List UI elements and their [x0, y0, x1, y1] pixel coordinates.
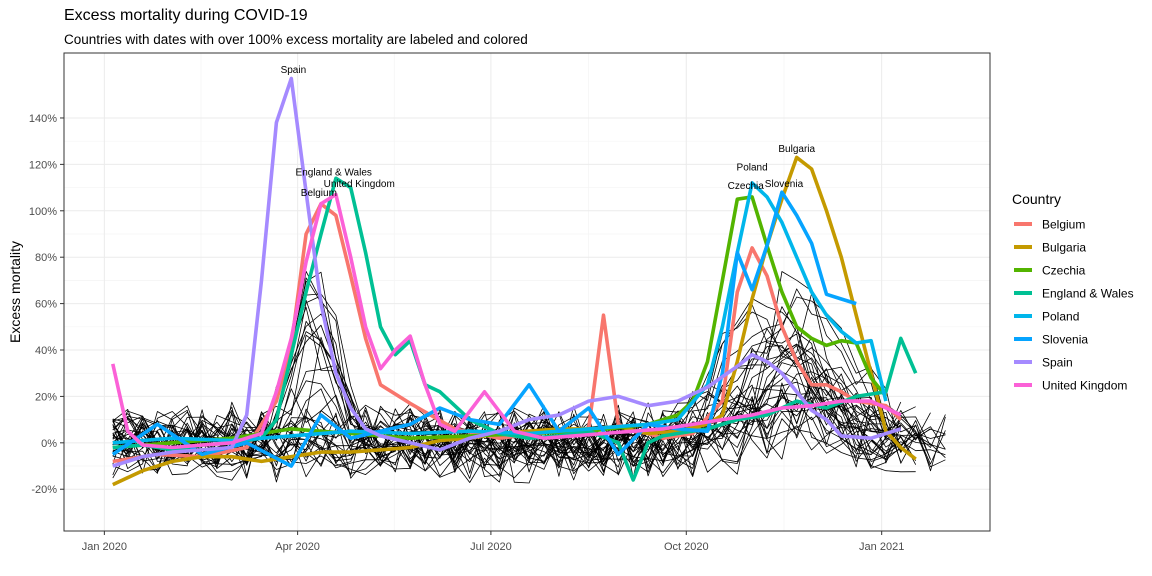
peak-label: Spain	[281, 65, 307, 76]
legend-label: Poland	[1042, 310, 1079, 324]
y-tick-label: -20%	[31, 484, 57, 496]
highlighted-series-lines	[111, 76, 918, 487]
y-tick-label: 100%	[29, 206, 57, 218]
y-tick-label: 0%	[41, 438, 57, 450]
x-tick-label: Jan 2021	[859, 541, 904, 553]
plot-border	[63, 52, 991, 532]
peak-label: United Kingdom	[324, 179, 395, 190]
y-tick-label: 20%	[35, 391, 57, 403]
legend-label: Bulgaria	[1042, 241, 1086, 255]
background-series-line	[112, 311, 917, 469]
y-tick-label: 140%	[29, 113, 57, 125]
series-line-belgium	[112, 202, 903, 464]
x-tick-label: Apr 2020	[275, 541, 320, 553]
legend-label: Slovenia	[1042, 333, 1088, 347]
series-line-united-kingdom	[111, 192, 902, 450]
y-tick-label: 80%	[35, 252, 57, 264]
series-line-czechia	[112, 195, 888, 450]
legend-label: England & Wales	[1042, 287, 1134, 301]
legend-label: Czechia	[1042, 264, 1086, 278]
background-series-line	[112, 384, 902, 478]
peak-label: Bulgaria	[778, 144, 815, 155]
background-series-line	[112, 334, 916, 477]
background-series-line	[112, 371, 946, 468]
x-tick-label: Jul 2020	[470, 541, 512, 553]
chart-subtitle: Countries with dates with over 100% exce…	[64, 32, 528, 47]
legend-label: United Kingdom	[1042, 379, 1127, 393]
x-tick-label: Oct 2020	[664, 541, 709, 553]
series-line-spain	[112, 76, 902, 468]
legend-label: Belgium	[1042, 218, 1085, 232]
legend-title: Country	[1012, 191, 1061, 207]
y-tick-label: 120%	[29, 159, 57, 171]
background-series-line	[112, 298, 946, 465]
y-axis: -20% 0% 20% 40% 60% 80% 100% 120% 140%	[29, 113, 64, 496]
series-line-slovenia	[111, 190, 857, 468]
peak-label: Czechia	[728, 181, 765, 192]
x-axis: Jan 2020 Apr 2020 Jul 2020 Oct 2020 Jan 2021	[82, 531, 904, 553]
peak-label: England & Wales	[296, 167, 372, 178]
y-tick-label: 60%	[35, 299, 57, 311]
y-axis-label: Excess mortality	[7, 241, 23, 343]
peak-label: Slovenia	[765, 179, 804, 190]
peak-label: Poland	[737, 163, 768, 174]
peak-label: Belgium	[301, 188, 337, 199]
y-tick-label: 40%	[35, 345, 57, 357]
x-tick-label: Jan 2020	[82, 541, 127, 553]
background-series-line	[112, 343, 917, 464]
chart-title: Excess mortality during COVID-19	[64, 7, 308, 24]
legend: Country Belgium Bulgaria Czechia England & …	[1012, 191, 1134, 393]
legend-label: Spain	[1042, 356, 1073, 370]
